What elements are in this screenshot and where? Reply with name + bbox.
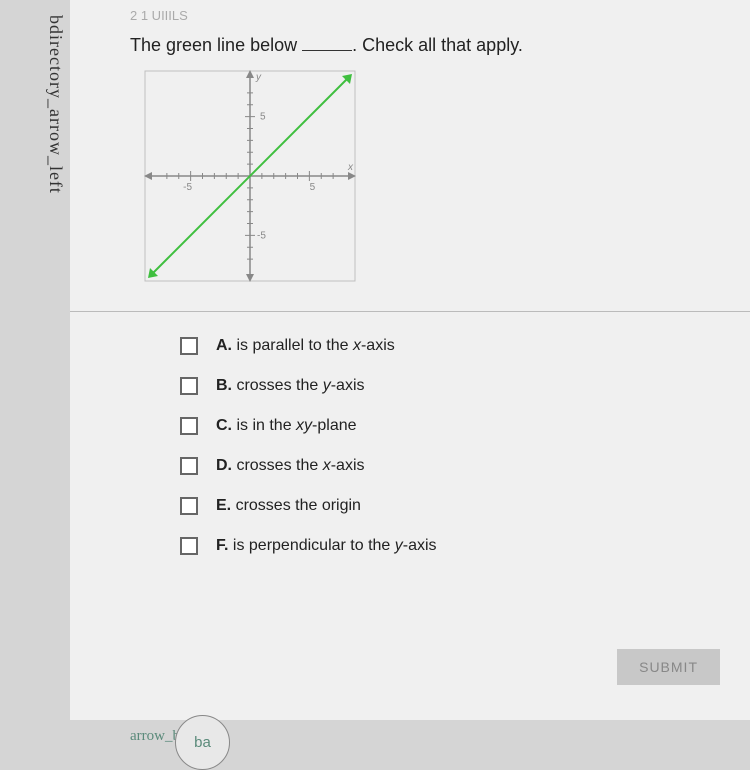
svg-text:x: x — [347, 162, 354, 173]
option-label: E. crosses the origin — [216, 497, 361, 515]
option-row[interactable]: C. is in the xy-plane — [180, 417, 720, 435]
option-label: B. crosses the y-axis — [216, 377, 365, 395]
question-text: The green line below . Check all that ap… — [130, 35, 720, 56]
checkbox[interactable] — [180, 537, 198, 555]
sidebar-text: bdirectory_arrow_left — [45, 15, 66, 194]
blank — [302, 37, 352, 51]
svg-text:5: 5 — [260, 112, 266, 123]
option-label: C. is in the xy-plane — [216, 417, 357, 435]
option-label: F. is perpendicular to the y-axis — [216, 537, 437, 555]
options-list: A. is parallel to the x-axis B. crosses t… — [130, 337, 720, 555]
quiz-content: 2 1 UIIILS The green line below . Check … — [70, 0, 750, 720]
svg-text:5: 5 — [310, 182, 316, 193]
divider — [70, 311, 750, 312]
checkbox[interactable] — [180, 417, 198, 435]
checkbox[interactable] — [180, 337, 198, 355]
checkbox[interactable] — [180, 457, 198, 475]
checkbox[interactable] — [180, 377, 198, 395]
graph: -5 5 5 -5 x y — [140, 66, 720, 291]
option-row[interactable]: D. crosses the x-axis — [180, 457, 720, 475]
option-row[interactable]: B. crosses the y-axis — [180, 377, 720, 395]
svg-text:-5: -5 — [183, 182, 192, 193]
graph-svg: -5 5 5 -5 x y — [140, 66, 360, 286]
option-row[interactable]: E. crosses the origin — [180, 497, 720, 515]
checkbox[interactable] — [180, 497, 198, 515]
magnifier: ba — [175, 715, 230, 770]
svg-text:y: y — [255, 72, 262, 83]
option-row[interactable]: A. is parallel to the x-axis — [180, 337, 720, 355]
question-prefix: The green line below — [130, 35, 302, 55]
option-label: D. crosses the x-axis — [216, 457, 365, 475]
submit-button[interactable]: SUBMIT — [617, 649, 720, 685]
option-row[interactable]: F. is perpendicular to the y-axis — [180, 537, 720, 555]
option-label: A. is parallel to the x-axis — [216, 337, 395, 355]
faded-header: 2 1 UIIILS — [130, 8, 720, 23]
svg-text:-5: -5 — [257, 230, 266, 241]
question-suffix: . Check all that apply. — [352, 35, 523, 55]
